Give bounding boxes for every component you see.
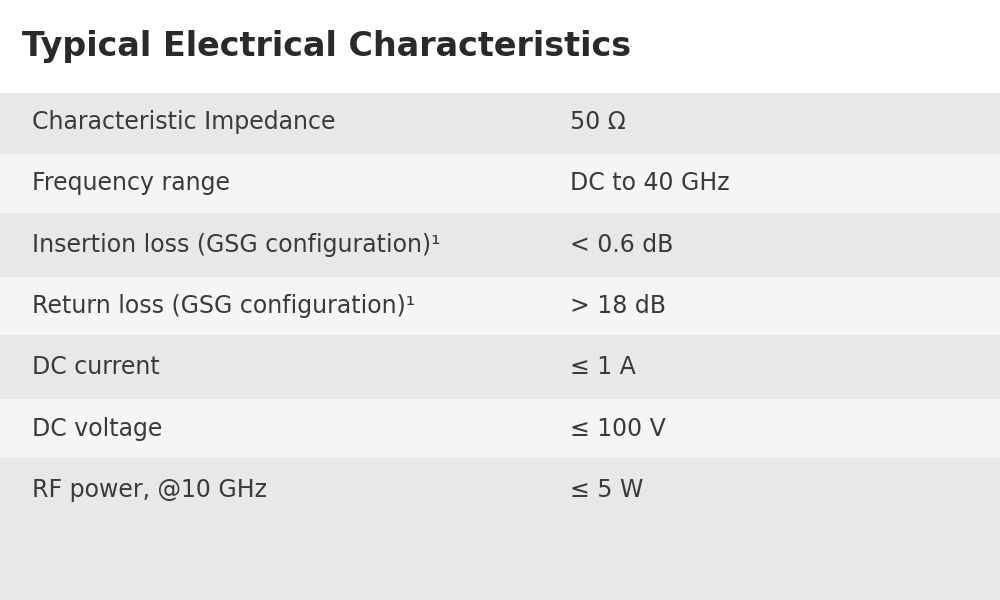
FancyBboxPatch shape: [0, 93, 1000, 151]
Text: Characteristic Impedance: Characteristic Impedance: [32, 110, 336, 134]
Text: Typical Electrical Characteristics: Typical Electrical Characteristics: [22, 30, 631, 63]
Text: 50 Ω: 50 Ω: [570, 110, 626, 134]
FancyBboxPatch shape: [0, 277, 1000, 335]
Text: DC to 40 GHz: DC to 40 GHz: [570, 172, 730, 196]
Text: ≤ 5 W: ≤ 5 W: [570, 478, 643, 502]
Text: Insertion loss (GSG configuration)¹: Insertion loss (GSG configuration)¹: [32, 233, 440, 257]
FancyBboxPatch shape: [0, 461, 1000, 519]
Text: ≤ 100 V: ≤ 100 V: [570, 416, 666, 440]
Text: RF power, @10 GHz: RF power, @10 GHz: [32, 478, 267, 502]
FancyBboxPatch shape: [0, 400, 1000, 458]
Text: Return loss (GSG configuration)¹: Return loss (GSG configuration)¹: [32, 294, 415, 318]
Text: Frequency range: Frequency range: [32, 172, 230, 196]
FancyBboxPatch shape: [0, 338, 1000, 397]
Text: DC current: DC current: [32, 355, 160, 379]
Text: DC voltage: DC voltage: [32, 416, 162, 440]
Text: > 18 dB: > 18 dB: [570, 294, 666, 318]
FancyBboxPatch shape: [0, 215, 1000, 274]
FancyBboxPatch shape: [0, 154, 1000, 212]
Text: ≤ 1 A: ≤ 1 A: [570, 355, 636, 379]
FancyBboxPatch shape: [0, 0, 1000, 93]
Text: < 0.6 dB: < 0.6 dB: [570, 233, 673, 257]
